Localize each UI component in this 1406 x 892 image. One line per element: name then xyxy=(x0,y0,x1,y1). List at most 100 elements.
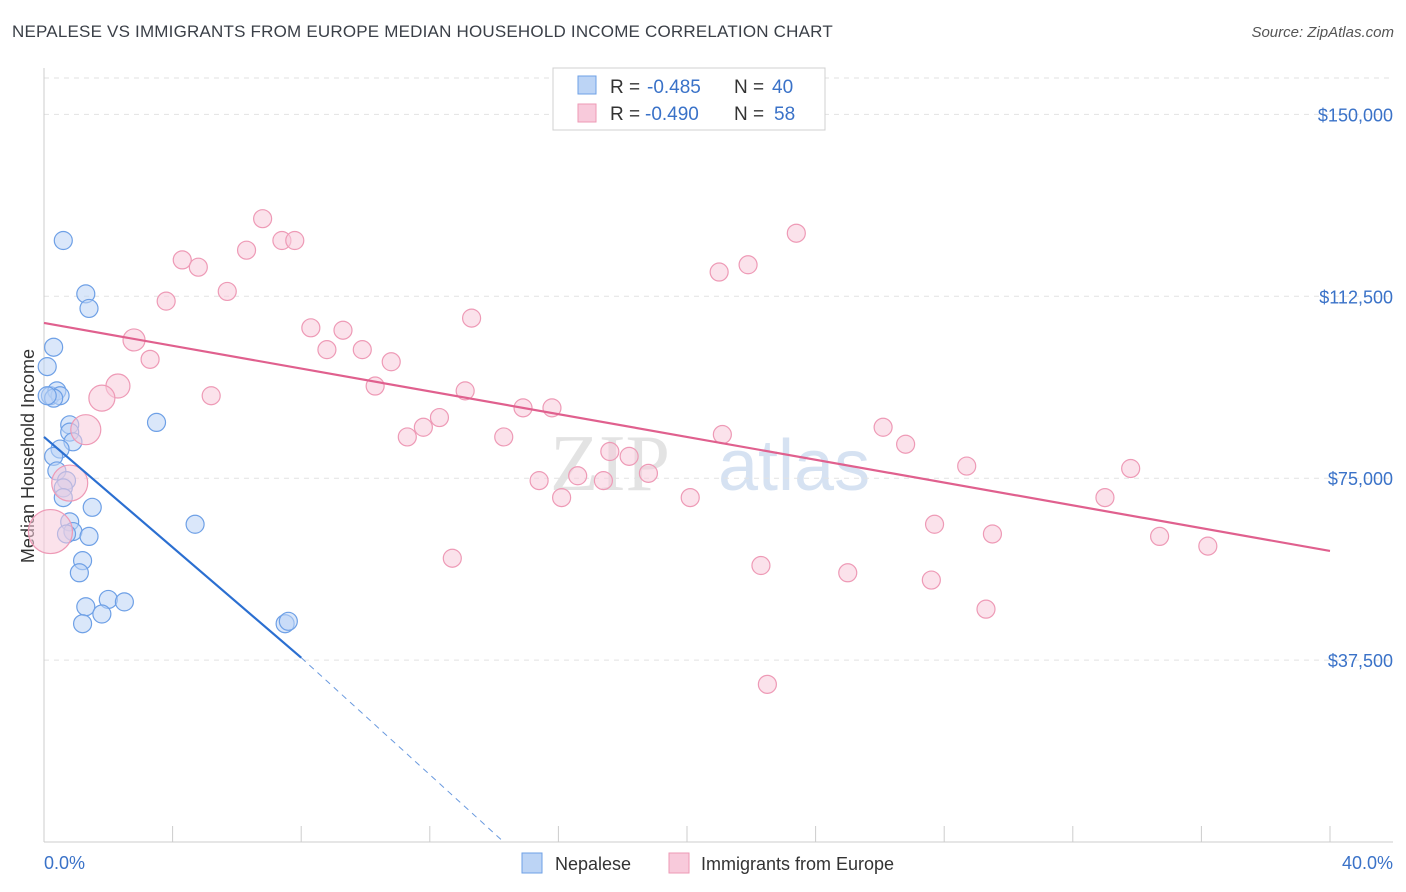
point-europe xyxy=(317,340,337,360)
point-europe xyxy=(88,384,116,412)
trend-lines xyxy=(43,321,1331,843)
y-tick-labels: $37,500 $75,000 $112,500 $150,000 xyxy=(1318,105,1393,671)
point-europe xyxy=(70,414,102,446)
point-nepalese xyxy=(72,614,93,634)
point-europe xyxy=(638,463,659,483)
point-europe xyxy=(529,471,549,491)
point-europe xyxy=(381,352,401,372)
point-nepalese xyxy=(92,604,112,624)
point-europe xyxy=(156,291,176,311)
point-europe xyxy=(921,570,941,590)
point-europe xyxy=(413,417,433,437)
point-europe xyxy=(27,508,74,555)
point-nepalese xyxy=(82,497,102,517)
stats-r-label-nepalese: R = xyxy=(610,77,645,98)
point-europe xyxy=(873,417,893,437)
point-nepalese xyxy=(53,230,73,251)
point-europe xyxy=(924,514,945,534)
point-europe xyxy=(429,407,450,428)
point-europe xyxy=(751,555,771,576)
stats-n-label-nepalese: N = xyxy=(734,77,769,98)
point-nepalese xyxy=(146,412,167,433)
stats-swatch-europe xyxy=(577,103,597,123)
y-tick-label: $37,500 xyxy=(1328,651,1393,671)
point-europe xyxy=(619,446,639,466)
point-europe xyxy=(680,487,700,508)
point-europe xyxy=(600,441,620,462)
point-europe xyxy=(201,386,221,406)
axes xyxy=(43,68,1393,843)
legend-swatch-europe xyxy=(668,852,690,874)
point-europe xyxy=(896,434,916,454)
point-europe xyxy=(442,548,462,568)
point-nepalese xyxy=(76,597,96,617)
y-tick-label: $112,500 xyxy=(1319,287,1393,307)
point-europe xyxy=(593,471,614,491)
point-europe xyxy=(461,308,482,328)
point-europe xyxy=(712,424,732,445)
legend-label-europe: Immigrants from Europe xyxy=(701,854,894,874)
legend-label-nepalese: Nepalese xyxy=(555,854,631,874)
source-credit: Source: ZipAtlas.com xyxy=(1251,24,1394,41)
stats-n-label-europe: N = xyxy=(734,104,769,125)
watermark: ZIP atlas xyxy=(550,420,870,508)
point-nepalese xyxy=(37,386,57,406)
stats-r-label-europe: R = xyxy=(610,104,645,125)
legend-swatch-nepalese xyxy=(521,852,543,874)
y-tick-label: $75,000 xyxy=(1328,469,1393,489)
point-nepalese xyxy=(185,514,205,534)
point-nepalese xyxy=(79,298,99,319)
point-europe xyxy=(552,487,572,508)
point-europe xyxy=(253,209,273,229)
point-europe xyxy=(455,381,475,401)
point-europe xyxy=(333,320,353,340)
bottom-legend: Nepalese Immigrants from Europe xyxy=(521,852,894,874)
point-europe xyxy=(1121,458,1141,479)
point-europe xyxy=(188,257,208,277)
trend-line-nepalese-extension xyxy=(300,657,505,843)
point-europe xyxy=(738,255,758,275)
point-europe xyxy=(1095,487,1115,508)
point-europe xyxy=(838,563,858,583)
point-europe xyxy=(397,427,417,447)
trend-line-europe xyxy=(43,321,1331,553)
point-europe xyxy=(236,240,257,260)
stats-n-value-nepalese: 40 xyxy=(772,77,793,98)
point-europe xyxy=(172,250,192,270)
trend-line-nepalese xyxy=(43,436,302,659)
stats-swatch-nepalese xyxy=(577,75,597,95)
point-nepalese xyxy=(69,563,89,583)
point-europe xyxy=(352,340,372,360)
stats-r-value-nepalese: -0.485 xyxy=(647,77,701,98)
point-europe xyxy=(982,524,1003,544)
point-europe xyxy=(568,466,588,486)
point-nepalese xyxy=(79,526,99,547)
point-europe xyxy=(51,464,89,502)
point-nepalese xyxy=(44,337,64,357)
point-europe xyxy=(757,674,777,694)
point-europe xyxy=(140,349,160,369)
x-tick-label-max: 40.0% xyxy=(1342,853,1393,873)
point-nepalese xyxy=(278,611,298,631)
stats-n-value-europe: 58 xyxy=(774,104,795,125)
point-nepalese xyxy=(114,592,134,612)
point-europe xyxy=(1198,536,1218,556)
point-europe xyxy=(301,318,321,338)
data-points xyxy=(27,209,1218,694)
stats-r-value-europe: -0.490 xyxy=(645,104,699,125)
x-tick-label-min: 0.0% xyxy=(44,853,85,873)
point-nepalese xyxy=(37,357,57,377)
chart-title: NEPALESE VS IMMIGRANTS FROM EUROPE MEDIA… xyxy=(12,22,833,41)
stats-legend: R = -0.485 N = 40 R = -0.490 N = 58 xyxy=(552,67,826,131)
point-europe xyxy=(217,281,237,302)
y-tick-label: $150,000 xyxy=(1318,105,1393,125)
y-axis-label: Median Household Income xyxy=(18,349,38,563)
point-europe xyxy=(285,230,305,251)
stats-legend-frame xyxy=(552,67,826,131)
point-europe xyxy=(494,427,514,447)
point-europe xyxy=(976,599,996,619)
point-europe xyxy=(1150,526,1170,547)
point-europe xyxy=(709,262,729,282)
point-europe xyxy=(786,223,806,243)
